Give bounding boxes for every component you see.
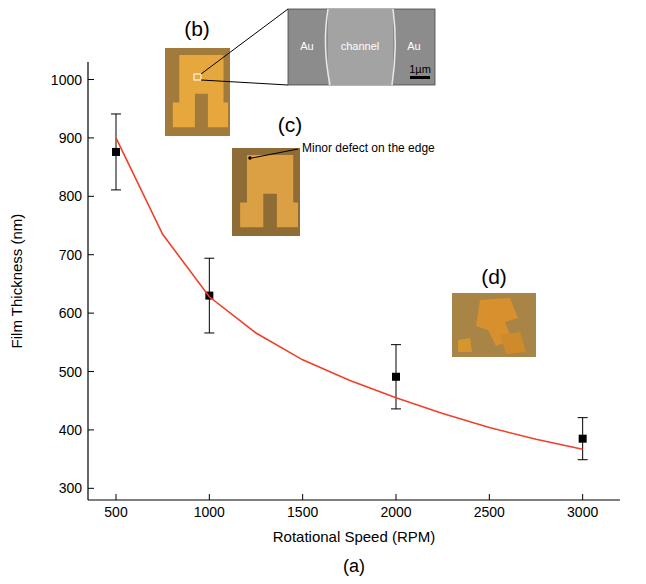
y-tick-label: 800: [59, 188, 83, 204]
y-axis-title: Film Thickness (nm): [8, 214, 25, 349]
annotation: (d): [481, 265, 507, 288]
photo-ground: [452, 293, 536, 357]
x-tick-label: 2000: [380, 504, 411, 520]
plot-marks: [111, 114, 588, 460]
x-tick-label: 500: [104, 504, 128, 520]
scale-bar: [410, 76, 430, 79]
y-tick-label: 300: [59, 480, 83, 496]
photo-b: [165, 48, 230, 136]
y-tick: [88, 371, 94, 372]
error-bar: [111, 114, 121, 190]
x-tick-label: 1500: [287, 504, 318, 520]
sem-inset: [288, 9, 435, 85]
annotation: (c): [278, 113, 303, 136]
zoom-line: [201, 80, 288, 85]
arrow-head: [248, 156, 252, 160]
error-bar: [578, 418, 588, 460]
y-tick-label: 400: [59, 422, 83, 438]
y-axis: [87, 62, 88, 500]
zoom-line: [201, 9, 288, 74]
y-tick-label: 1000: [51, 72, 82, 88]
annotation: (b): [184, 17, 210, 40]
photo-d: [452, 293, 536, 357]
selection-box: [194, 74, 201, 80]
y-tick: [88, 429, 94, 430]
y-tick: [88, 254, 94, 255]
photo-c: [232, 148, 300, 236]
photo-ground: [232, 148, 300, 236]
x-tick-label: 1000: [194, 504, 225, 520]
x-tick-label: 3000: [567, 504, 598, 520]
sem-ground: [288, 9, 435, 85]
annotation: channel: [341, 40, 380, 52]
photo-ground: [165, 48, 230, 136]
fit-line: [116, 138, 583, 449]
x-axis-title: Rotational Speed (RPM): [273, 528, 436, 545]
chart: 500 1000 1500 2000 2500 3000 300 400 500 600 700 80…: [0, 0, 646, 584]
y-tick: [88, 488, 94, 489]
data-point: [579, 435, 587, 443]
sem-channel: [328, 9, 393, 85]
annotation: (a): [343, 556, 365, 576]
y-tick: [88, 79, 94, 80]
annotation-arrow: [252, 149, 298, 158]
y-tick-label: 900: [59, 130, 83, 146]
film-fragment: [500, 332, 526, 354]
x-tick: [396, 494, 397, 500]
x-tick: [209, 494, 210, 500]
x-tick: [582, 494, 583, 500]
y-tick-label: 600: [59, 305, 83, 321]
sem-edge: [325, 9, 395, 85]
electrode-shape: [173, 55, 228, 127]
data-point: [112, 148, 120, 156]
film-fragment: [458, 338, 472, 352]
data-point: [392, 373, 400, 381]
annotation: Minor defect on the edge: [302, 141, 435, 155]
x-tick: [302, 494, 303, 500]
y-tick: [88, 196, 94, 197]
x-tick-label: 2500: [474, 504, 505, 520]
x-tick: [489, 494, 490, 500]
y-tick-label: 700: [59, 247, 83, 263]
y-tick: [88, 137, 94, 138]
annotation: 1µm: [409, 63, 431, 75]
annotation: Au: [300, 40, 313, 52]
y-tick: [88, 313, 94, 314]
y-tick-label: 500: [59, 364, 83, 380]
x-tick: [116, 494, 117, 500]
annotation: Au: [407, 40, 420, 52]
x-axis: [88, 499, 620, 500]
electrode-shape: [240, 155, 298, 227]
